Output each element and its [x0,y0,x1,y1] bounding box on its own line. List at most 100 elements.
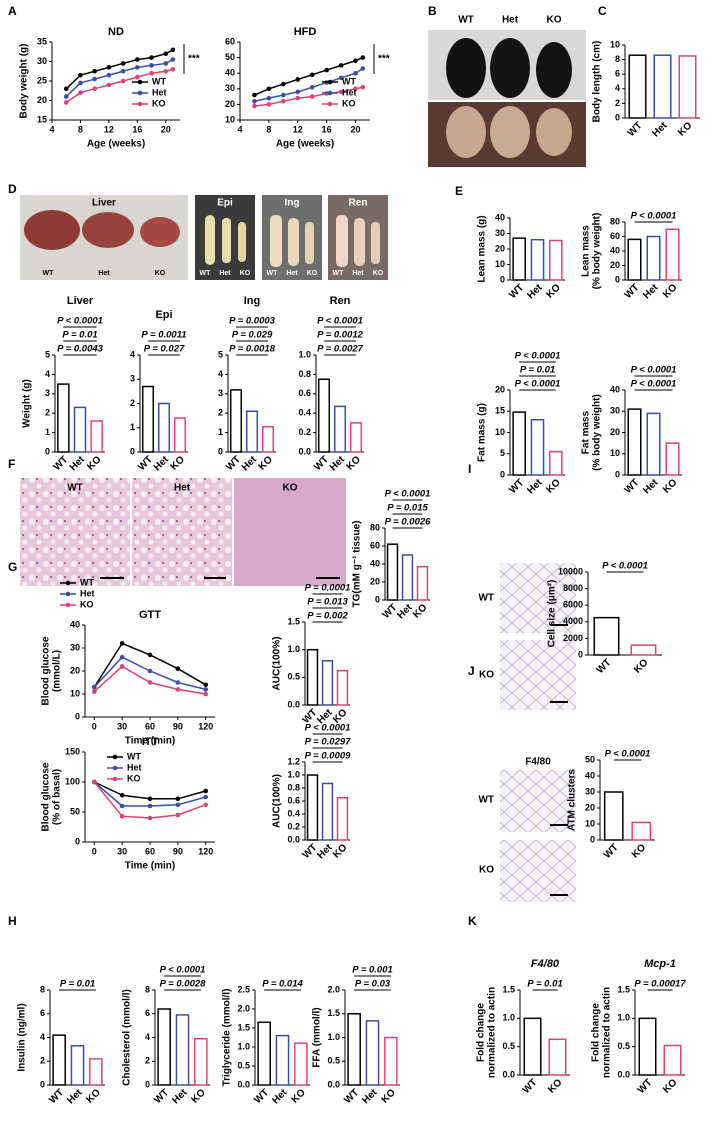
y-tick-label: 20 [585,802,595,812]
x-tick-label: KO [85,454,104,473]
y-axis-label: normalized to actin [602,987,613,1078]
data-point [281,98,286,104]
data-point [147,668,153,674]
y-tick-label: 8000 [563,583,583,593]
y-tick-label: 10000 [558,566,583,576]
photo-label: KO [547,15,562,26]
data-point [353,70,358,76]
y-axis-label: Body weight (g) [19,44,30,119]
data-point [119,641,125,646]
y-tick-label: 1.2 [287,756,300,766]
y-tick-label: 0.5 [237,1060,250,1070]
bar [638,1017,657,1076]
data-point [203,687,209,692]
y-tick-label: 3 [130,374,135,384]
data-point [120,61,126,66]
annotation: P = 0.0027 [317,344,364,355]
y-tick-label: 0 [615,112,620,122]
y-axis-label: Lean mass [581,225,592,277]
y-tick-label: 1.0 [502,1013,515,1023]
y-tick-label: 0 [578,649,583,659]
photo-label: Het [219,270,231,277]
bar [333,405,347,453]
y-tick-label: 80 [370,522,380,532]
y-tick-label: 0.4 [298,408,311,418]
data-point [106,82,112,88]
y-tick-label: 40 [70,619,80,629]
panel-letter: F [8,457,15,471]
chart-title: ND [108,26,124,38]
x-tick-label: KO [676,120,695,139]
x-tick-label: WT [623,282,642,301]
x-tick-label: 20 [351,124,361,134]
x-tick-label: 4 [49,124,54,134]
y-tick-label: 150 [65,746,80,756]
y-tick-label: 0.5 [327,1056,340,1066]
data-point [91,779,97,785]
bar [384,1036,398,1086]
data-point [120,78,126,84]
x-tick-label: WT [224,454,243,473]
x-tick-label: KO [169,454,188,473]
y-tick-label: 2 [615,98,620,108]
data-point [135,57,140,62]
y-axis-label: Cholesterol (mmol/l) [122,989,133,1086]
y-tick-label: 0.0 [617,1069,630,1079]
data-point [120,68,126,74]
y-axis-label: Fold change [476,1003,487,1062]
data-point [353,86,358,92]
x-tick-label: WT [52,454,71,473]
bar [665,442,680,476]
annotation: *** [188,54,200,65]
bar [173,417,187,453]
photo-title: Liver [92,198,116,209]
x-tick-label: KO [661,282,680,301]
data-point [170,67,176,72]
histology-image [20,478,346,586]
data-point [295,95,301,101]
bar [530,238,545,281]
legend-marker [65,591,71,597]
data-point [92,76,97,82]
x-tick-label: WT [626,120,645,139]
x-tick-label: WT [602,842,621,861]
y-tick-label: 5 [500,448,505,458]
y-tick-label: 10 [610,39,620,49]
y-tick-label: 0 [500,274,505,284]
annotation: P = 0.027 [144,344,185,355]
bar [157,402,171,453]
x-tick-label: KO [661,477,680,496]
y-tick-label: 10 [610,448,620,458]
y-tick-label: 1 [45,427,50,437]
y-tick-label: 40 [370,558,380,568]
bar [401,554,414,601]
chart-title: Liver [67,295,94,307]
annotation: P < 0.0001 [515,379,561,390]
y-tick-label: 40 [585,770,595,780]
y-tick-label: 1.0 [287,644,300,654]
bar [306,774,319,841]
data-point [149,70,154,76]
bar [628,54,647,119]
x-tick-label: KO [632,657,651,676]
bar [141,385,155,453]
chart-title: F4/80 [531,958,560,970]
annotation: *** [378,54,390,65]
x-tick-label: Het [65,1087,85,1107]
bar [321,782,334,841]
data-point [119,792,125,798]
y-axis-label: Lean mass (g) [477,215,488,282]
y-tick-label: 4 [615,83,620,93]
annotation: P = 0.0028 [160,979,207,990]
y-tick-label: 5 [45,349,50,359]
legend-marker [137,79,143,85]
y-axis-label: FFA (mmol/l) [312,1007,323,1067]
bar [663,1044,682,1076]
data-point [281,81,286,87]
y-axis-label: Blood glucose [41,636,52,705]
annotation: P = 0.0009 [305,751,352,762]
data-point [147,815,153,821]
y-tick-label: 2 [130,398,135,408]
y-tick-label: 0 [375,594,380,604]
annotation: P = 0.0043 [57,344,104,355]
